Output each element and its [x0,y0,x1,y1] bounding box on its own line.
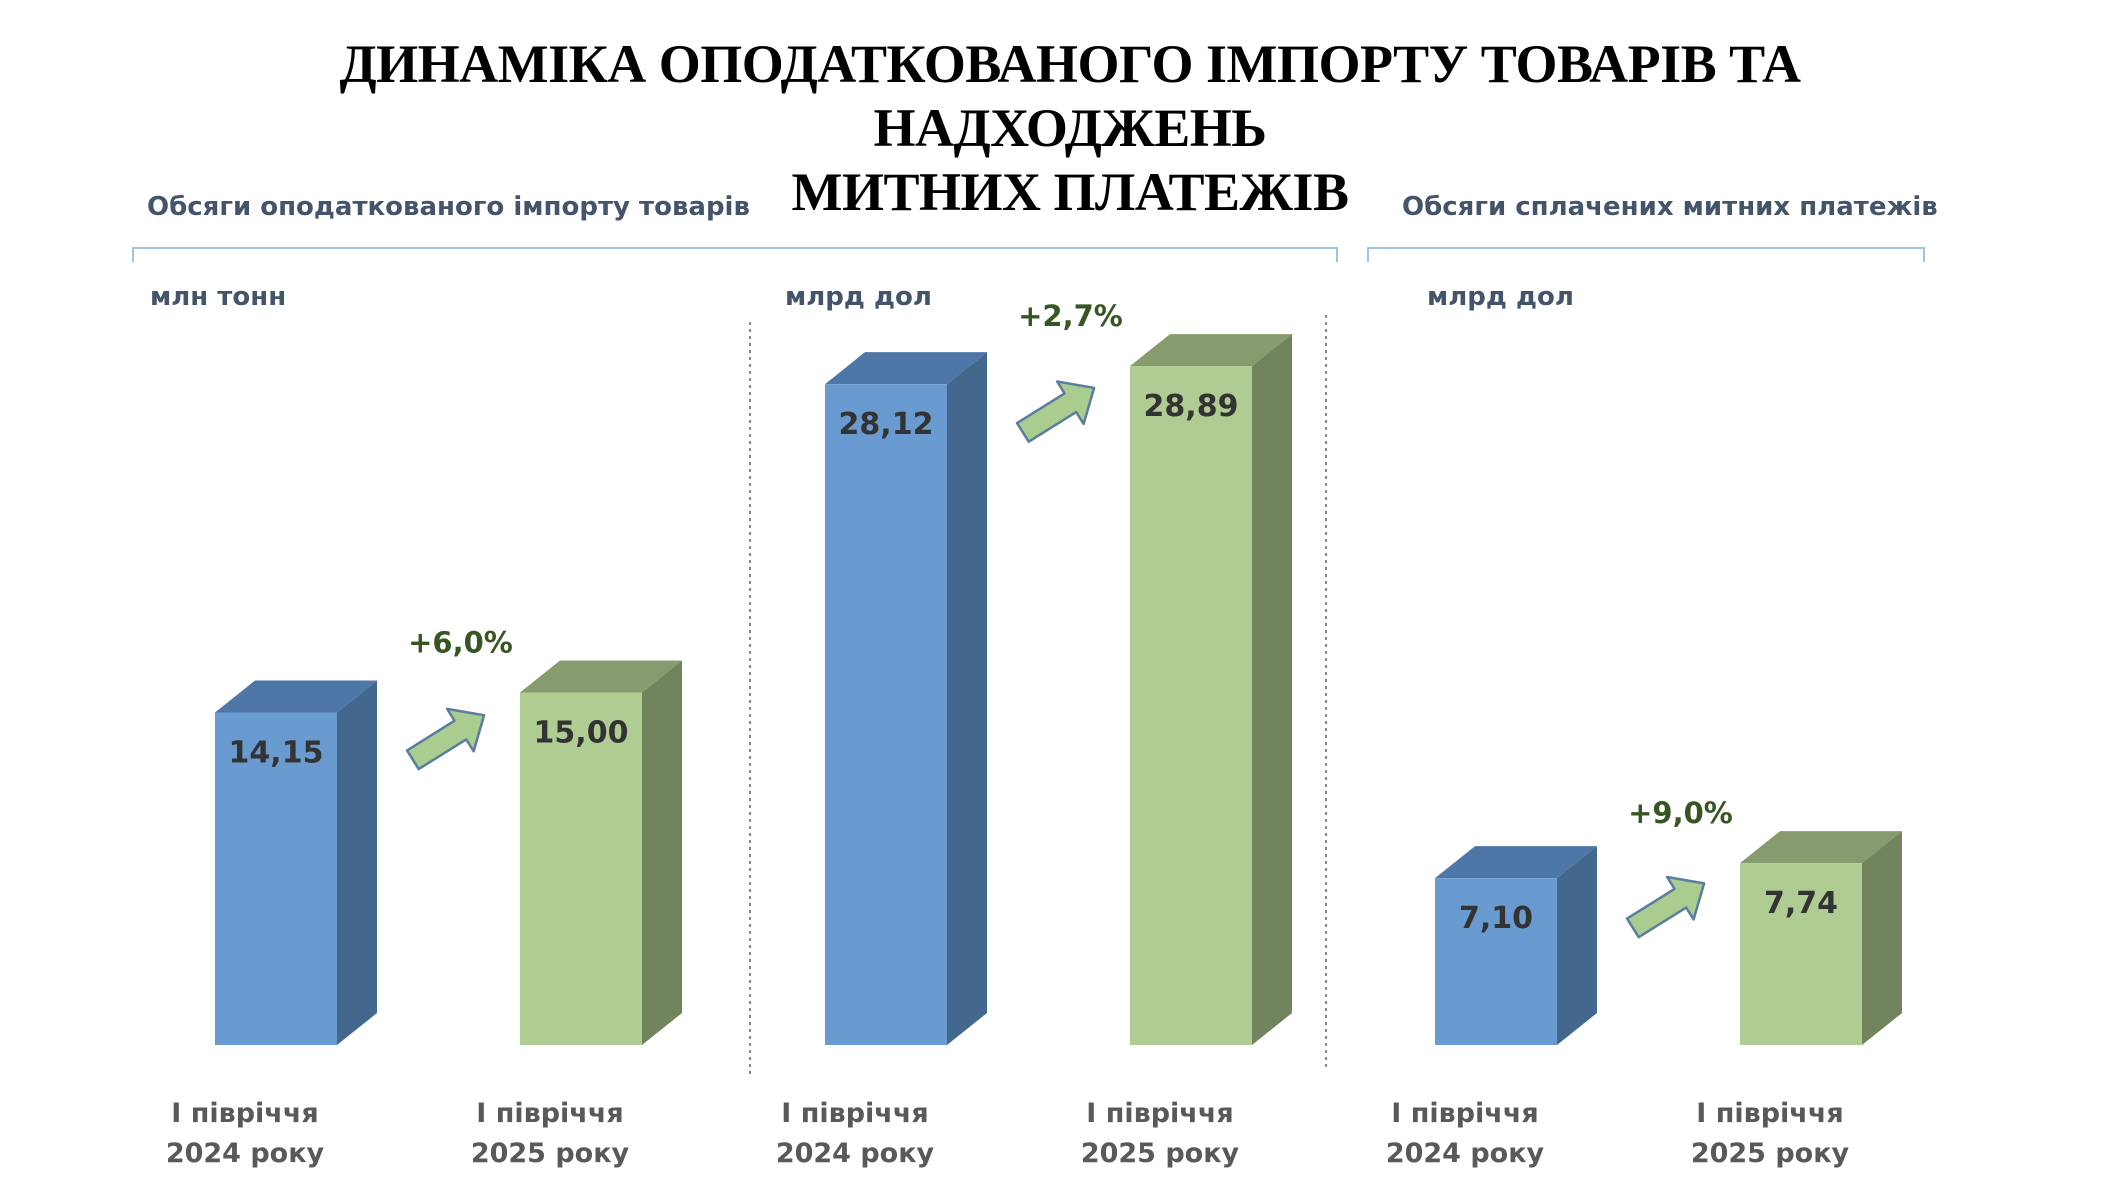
bar-side-face [642,660,682,1045]
chart-decor [132,247,1925,1078]
title-line-1: ДИНАМІКА ОПОДАТКОВАНОГО ІМПОРТУ ТОВАРІВ … [339,34,1801,158]
bar-2025: 7,74 [1740,831,1902,1045]
bar-front-face [1740,863,1862,1045]
change-percent-label: +6,0% [408,626,513,660]
change-percent-label: +9,0% [1628,796,1733,830]
bar-value-label: 7,74 [1764,886,1838,921]
chart-title: ДИНАМІКА ОПОДАТКОВАНОГО ІМПОРТУ ТОВАРІВ … [150,32,1990,224]
change-percent-label: +2,7% [1018,299,1123,333]
bar-top-face [1435,846,1597,879]
bar-top-face [215,680,377,713]
bar-front-face [520,692,642,1045]
category-label: І півріччя 2024 року [1386,1098,1545,1169]
bar-value-label: 28,12 [839,407,934,442]
bar-top-face [1740,831,1902,864]
unit-label-3: млрд дол [1427,282,1574,312]
bracket-import [132,247,1338,262]
bar-chart-3: 7,10 І півріччя 2024 року 7,74 І півріччя 202… [1386,796,1902,1169]
growth-arrow-icon [405,707,486,771]
title-line-2: МИТНИХ ПЛАТЕЖІВ [791,162,1349,222]
bracket-payments [1367,247,1925,262]
growth-arrow-icon [1625,875,1706,939]
category-label: І півріччя 2025 року [1691,1098,1850,1169]
bar-2024: 28,12 [825,352,987,1045]
bar-front-face [215,712,337,1045]
bar-front-face [1435,878,1557,1045]
bar-chart-1: 14,15 І півріччя 2024 року 15,00 І півріччя 2… [166,626,682,1169]
bar-side-face [337,680,377,1045]
category-label: І півріччя 2025 року [471,1098,630,1169]
unit-label-2: млрд дол [785,282,932,312]
bar-top-face [520,660,682,693]
bar-value-label: 14,15 [229,735,324,770]
bar-value-label: 28,89 [1144,389,1239,424]
bar-side-face [1862,831,1902,1045]
bars-layer: 14,15 І півріччя 2024 року 15,00 І півріччя 2… [166,299,1902,1169]
bar-2025: 28,89 [1130,334,1292,1046]
bar-value-label: 15,00 [534,716,629,751]
bar-front-face [825,384,947,1045]
unit-label-1: млн тонн [150,282,287,312]
bar-side-face [947,352,987,1045]
bar-front-face [1130,366,1252,1046]
bar-top-face [1130,334,1292,367]
bar-top-face [825,352,987,385]
group-label-payments: Обсяги сплачених митних платежів [1402,192,1938,222]
category-label: І півріччя 2024 року [776,1098,935,1169]
growth-arrow-icon [1015,380,1096,443]
group-label-import: Обсяги оподаткованого імпорту товарів [147,192,750,222]
bar-2024: 7,10 [1435,846,1597,1045]
bar-side-face [1557,846,1597,1045]
bar-2025: 15,00 [520,660,682,1045]
bar-chart-2: 28,12 І півріччя 2024 року 28,89 І півріччя 2… [776,299,1292,1169]
bar-side-face [1252,334,1292,1046]
category-label: І півріччя 2025 року [1081,1098,1240,1169]
bar-value-label: 7,10 [1459,901,1533,936]
category-label: І півріччя 2024 року [166,1098,325,1169]
bar-2024: 14,15 [215,680,377,1045]
